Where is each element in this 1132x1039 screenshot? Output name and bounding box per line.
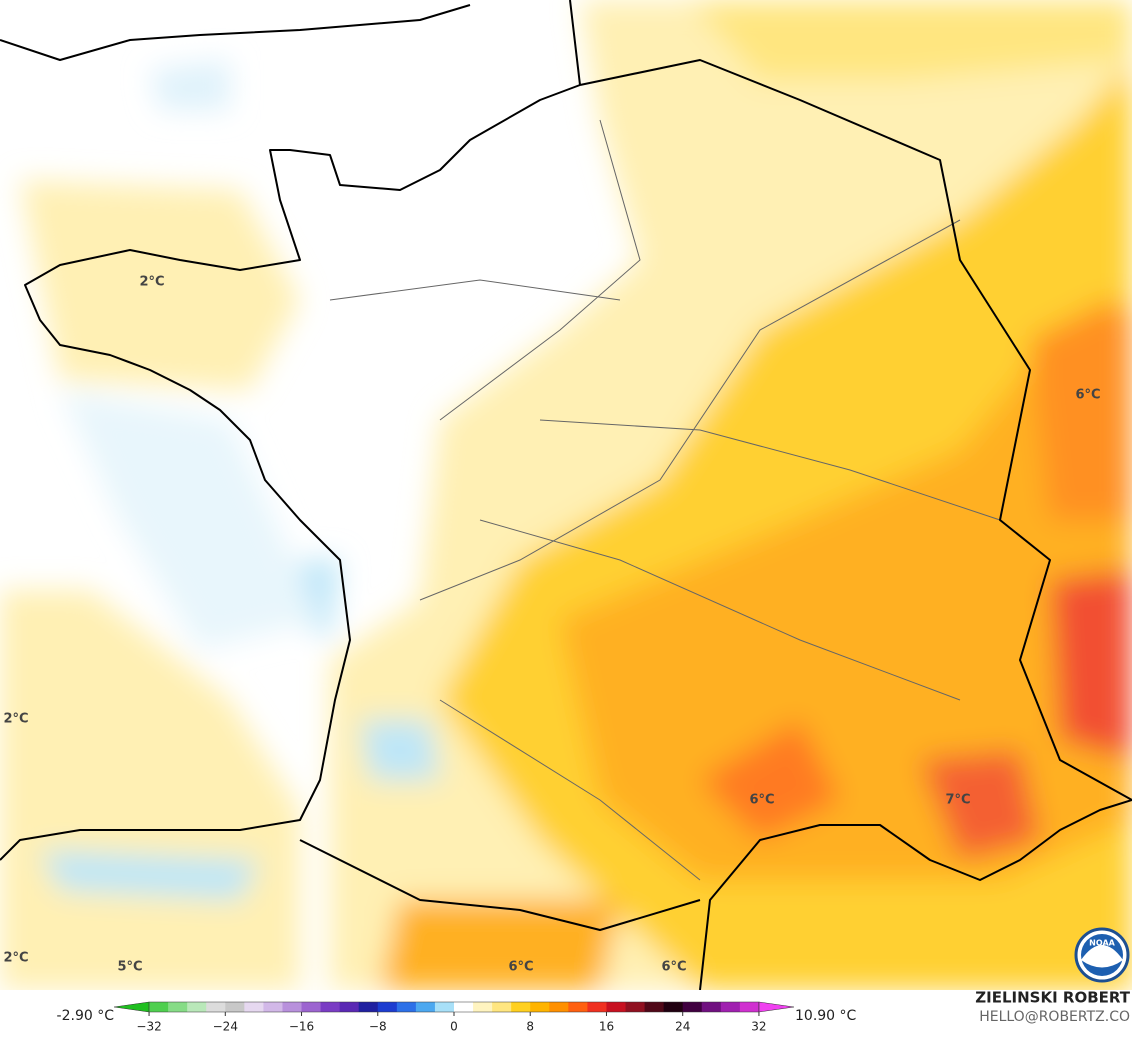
colorbar-segment <box>492 1002 512 1012</box>
colorbar-segment <box>549 1002 569 1012</box>
contour-label: 2°C <box>139 275 164 290</box>
contour-label: 7°C <box>945 793 970 808</box>
footer <box>0 990 1132 1035</box>
colorbar: −32 −24 −16 −8 0 8 16 24 32 <box>113 1001 795 1034</box>
colorbar-segment <box>282 1002 303 1012</box>
noaa-logo: NOAA <box>1074 927 1130 983</box>
author: ZIELINSKI ROBERT <box>975 989 1130 1007</box>
colorbar-segment <box>434 1002 455 1012</box>
colorbar-segment <box>644 1002 665 1012</box>
colorbar-tick-label: 24 <box>675 1020 690 1034</box>
contour-label: 2°C <box>3 951 28 966</box>
colorbar-segment <box>511 1002 531 1012</box>
colorbar-segment <box>225 1002 245 1012</box>
colorbar-segment <box>720 1002 741 1012</box>
colorbar-segment <box>701 1002 722 1012</box>
colorbar-max: 10.90 °C <box>795 1008 857 1024</box>
colorbar-segment <box>587 1002 607 1012</box>
contour-label: 6°C <box>1075 388 1100 403</box>
colorbar-segment <box>415 1002 436 1012</box>
temperature-field <box>0 0 1132 990</box>
colorbar-segment <box>301 1002 322 1012</box>
contour-label: 6°C <box>661 960 686 975</box>
colorbar-segment <box>168 1002 188 1012</box>
colorbar-segment <box>149 1002 169 1012</box>
colorbar-segment <box>530 1002 550 1012</box>
colorbar-segment <box>606 1002 627 1012</box>
colorbar-tick-label: −8 <box>369 1020 387 1034</box>
colorbar-segment <box>244 1002 264 1012</box>
colorbar-min: -2.90 °C <box>57 1008 115 1024</box>
colorbar-segment <box>358 1002 379 1012</box>
colorbar-segment <box>339 1002 360 1012</box>
contour-labels: 2°C 2°C 2°C 5°C 6°C 6°C 6°C 7°C 6°C <box>3 275 1100 975</box>
colorbar-segment <box>663 1002 684 1012</box>
colorbar-tick-label: −24 <box>213 1020 238 1034</box>
logo-text: NOAA <box>1089 939 1115 948</box>
colorbar-tick-label: 8 <box>526 1020 534 1034</box>
colorbar-segment <box>473 1002 493 1012</box>
colorbar-tick-label: −32 <box>136 1020 161 1034</box>
colorbar-segment <box>682 1002 703 1012</box>
colorbar-segment <box>625 1002 646 1012</box>
contour-label: 2°C <box>3 712 28 727</box>
colorbar-segment <box>187 1002 207 1012</box>
colorbar-segment <box>739 1002 760 1012</box>
colorbar-segment <box>454 1002 474 1012</box>
contour-label: 5°C <box>117 960 142 975</box>
colorbar-tick-label: 0 <box>450 1020 458 1034</box>
colorbar-segment <box>206 1002 226 1012</box>
colorbar-segment <box>320 1002 341 1012</box>
colorbar-segment <box>263 1002 283 1012</box>
colorbar-segment <box>568 1002 588 1012</box>
colorbar-tick-label: 16 <box>599 1020 614 1034</box>
contour-label: 6°C <box>749 793 774 808</box>
borders <box>0 0 1132 991</box>
colorbar-segment <box>396 1002 417 1012</box>
colorbar-tick-label: 32 <box>751 1020 766 1034</box>
colorbar-segment <box>377 1002 398 1012</box>
contour-label: 6°C <box>508 960 533 975</box>
colorbar-tick-label: −16 <box>289 1020 314 1034</box>
email: HELLO@ROBERTZ.CO <box>979 1009 1130 1025</box>
